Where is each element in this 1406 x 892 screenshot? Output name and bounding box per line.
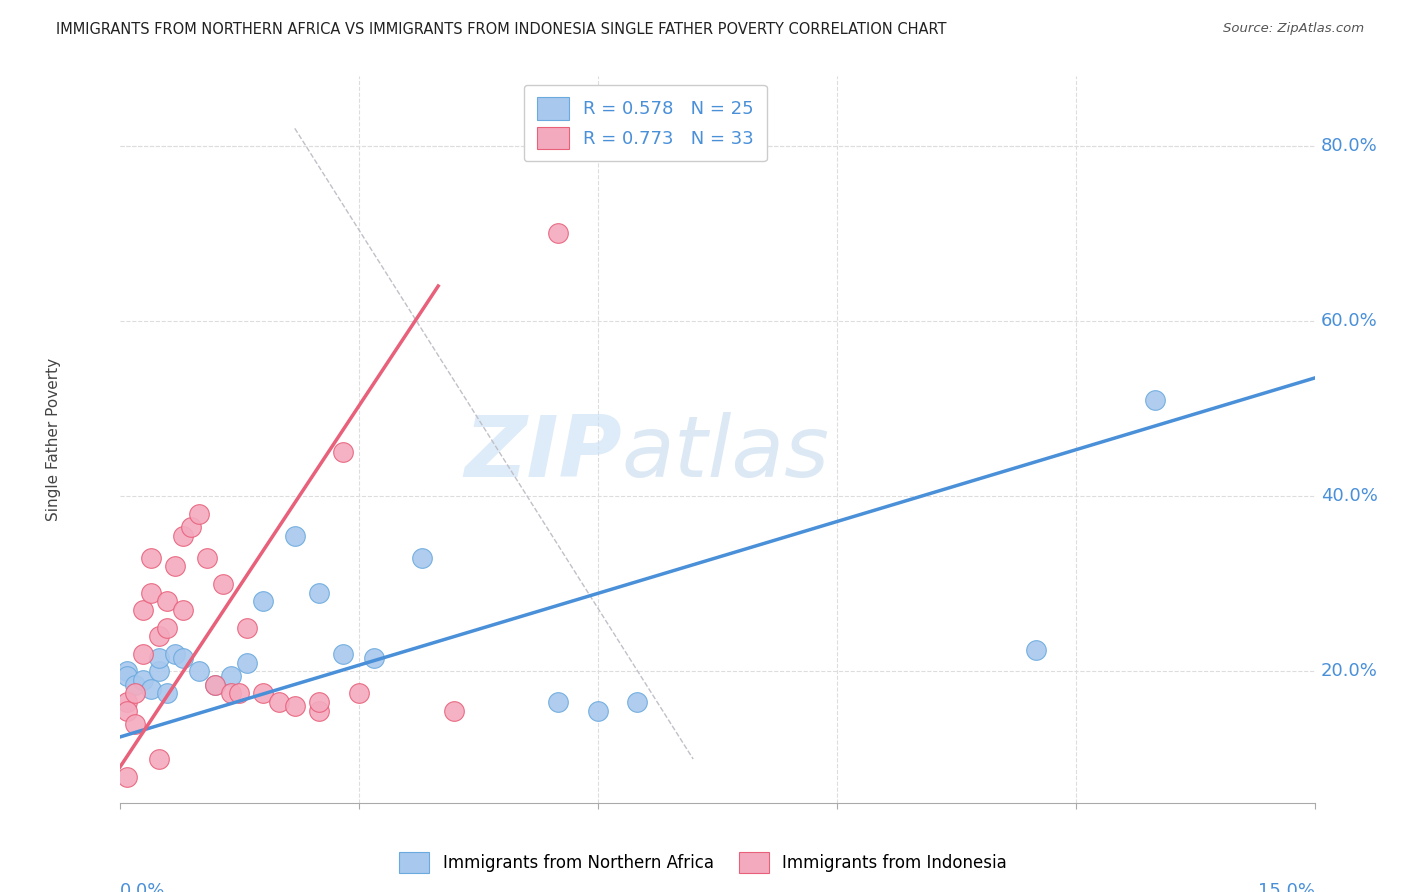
Point — [547, 227, 569, 241]
Point — [236, 621, 259, 635]
Point — [148, 665, 170, 679]
Point — [165, 559, 187, 574]
Text: ZIP: ZIP — [464, 412, 621, 495]
Point — [586, 704, 609, 718]
Point — [117, 669, 139, 683]
Point — [141, 585, 163, 599]
Point — [132, 673, 155, 688]
Point — [117, 665, 139, 679]
Point — [252, 686, 274, 700]
Point — [332, 445, 354, 459]
Point — [347, 686, 370, 700]
Point — [124, 677, 146, 691]
Point — [172, 603, 194, 617]
Point — [411, 550, 433, 565]
Point — [188, 507, 211, 521]
Point — [117, 695, 139, 709]
Point — [284, 699, 307, 714]
Point — [236, 656, 259, 670]
Point — [148, 629, 170, 643]
Point — [332, 647, 354, 661]
Point — [156, 594, 179, 608]
Point — [308, 585, 330, 599]
Point — [1144, 392, 1167, 407]
Point — [212, 577, 235, 591]
Point — [117, 704, 139, 718]
Text: 20.0%: 20.0% — [1320, 663, 1378, 681]
Point — [284, 529, 307, 543]
Point — [148, 651, 170, 665]
Point — [363, 651, 385, 665]
Point — [156, 621, 179, 635]
Text: 60.0%: 60.0% — [1320, 312, 1378, 330]
Point — [180, 520, 202, 534]
Point — [252, 594, 274, 608]
Point — [443, 704, 465, 718]
Point — [204, 677, 226, 691]
Text: Single Father Poverty: Single Father Poverty — [46, 358, 62, 521]
Point — [195, 550, 218, 565]
Text: IMMIGRANTS FROM NORTHERN AFRICA VS IMMIGRANTS FROM INDONESIA SINGLE FATHER POVER: IMMIGRANTS FROM NORTHERN AFRICA VS IMMIG… — [56, 22, 946, 37]
Point — [308, 704, 330, 718]
Point — [547, 695, 569, 709]
Point — [165, 647, 187, 661]
Point — [219, 686, 242, 700]
Text: Source: ZipAtlas.com: Source: ZipAtlas.com — [1223, 22, 1364, 36]
Text: 15.0%: 15.0% — [1257, 881, 1315, 892]
Point — [141, 550, 163, 565]
Point — [1025, 642, 1047, 657]
Point — [228, 686, 250, 700]
Point — [219, 669, 242, 683]
Point — [267, 695, 290, 709]
Point — [204, 677, 226, 691]
Point — [172, 529, 194, 543]
Point — [156, 686, 179, 700]
Point — [172, 651, 194, 665]
Text: 40.0%: 40.0% — [1320, 487, 1378, 505]
Text: atlas: atlas — [621, 412, 830, 495]
Point — [132, 647, 155, 661]
Legend: Immigrants from Northern Africa, Immigrants from Indonesia: Immigrants from Northern Africa, Immigra… — [392, 846, 1014, 880]
Point — [132, 603, 155, 617]
Legend: R = 0.578   N = 25, R = 0.773   N = 33: R = 0.578 N = 25, R = 0.773 N = 33 — [524, 85, 766, 161]
Point — [124, 717, 146, 731]
Point — [117, 770, 139, 784]
Point — [188, 665, 211, 679]
Point — [124, 686, 146, 700]
Point — [308, 695, 330, 709]
Point — [148, 752, 170, 766]
Text: 80.0%: 80.0% — [1320, 136, 1378, 155]
Point — [141, 681, 163, 696]
Text: 0.0%: 0.0% — [120, 881, 165, 892]
Point — [626, 695, 648, 709]
